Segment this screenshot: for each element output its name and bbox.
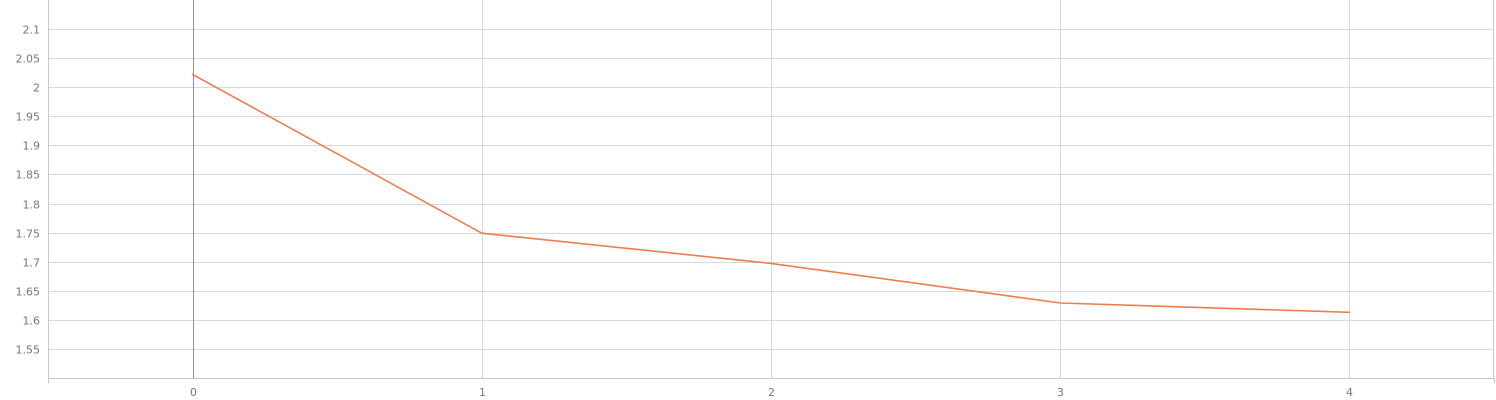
y-tick-label: 1.55 xyxy=(16,344,41,357)
series-line xyxy=(191,73,1351,314)
y-tick-label: 1.95 xyxy=(16,111,41,124)
x-tick-label: 4 xyxy=(1346,386,1353,399)
y-tick-label: 1.8 xyxy=(23,199,41,212)
y-tick-label: 2 xyxy=(33,82,40,95)
axis-layer xyxy=(48,0,1495,383)
y-tick-label: 1.6 xyxy=(23,315,41,328)
x-tick-label: 1 xyxy=(479,386,486,399)
y-tick-label: 2.1 xyxy=(23,24,41,37)
series-layer xyxy=(191,73,1351,314)
y-tick-label: 1.65 xyxy=(16,286,41,299)
y-tick-label: 1.85 xyxy=(16,169,41,182)
y-tick-label: 1.9 xyxy=(23,140,41,153)
tick-label-layer: 1.55 1.6 1.65 1.7 1.75 1.8 1.85 1.9 1.95 2 2.05 2.1… xyxy=(16,24,1354,400)
x-tick-label: 3 xyxy=(1057,386,1064,399)
y-tick-label: 1.75 xyxy=(16,228,41,241)
y-tick-label: 2.05 xyxy=(16,53,41,66)
grid-layer xyxy=(48,0,1494,378)
y-tick-label: 1.7 xyxy=(23,257,41,270)
x-tick-label: 0 xyxy=(190,386,197,399)
x-tick-label: 2 xyxy=(768,386,775,399)
